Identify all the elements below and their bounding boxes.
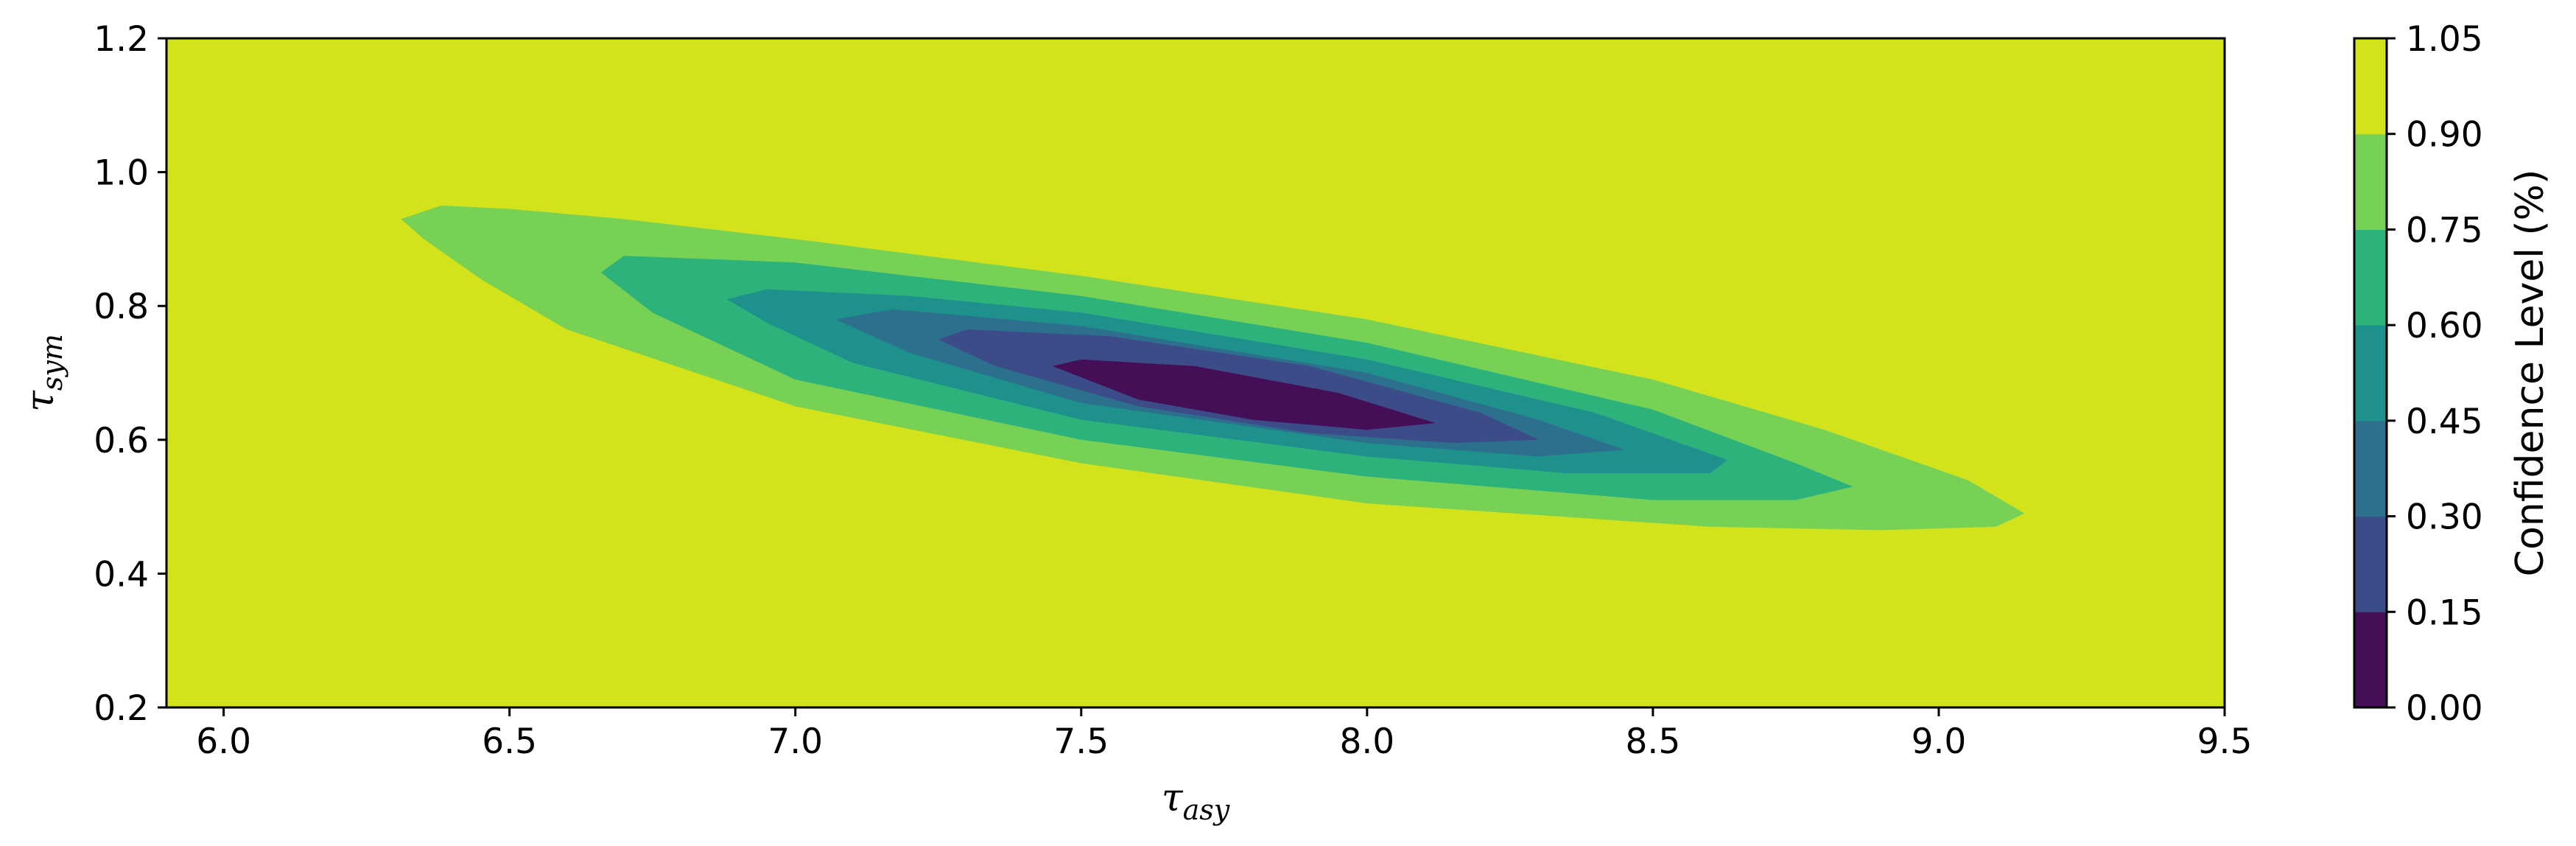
colorbar-segment-2 (2354, 420, 2387, 517)
axes: 6.0 6.5 7.0 7.5 8.0 8.5 9.0 9.5 0.2 0.4 0.6 0.8 1.0 1… (18, 19, 2252, 826)
colorbar-segment-1 (2354, 516, 2387, 612)
x-tick-label: 8.5 (1626, 721, 1681, 762)
plot-area (166, 38, 2225, 707)
colorbar-segment-3 (2354, 325, 2387, 422)
colorbar-tick-label: 0.45 (2406, 402, 2483, 442)
y-tick-label: 0.8 (94, 287, 149, 327)
colorbar-segment-0 (2354, 612, 2387, 708)
y-tick-label: 1.2 (94, 19, 149, 60)
colorbar-tick-label: 0.30 (2406, 497, 2483, 538)
y-tick-label: 0.2 (94, 688, 149, 729)
y-tick-label: 0.4 (94, 554, 149, 595)
colorbar: 0.00 0.15 0.30 0.45 0.60 0.75 0.90 1.05 Confiden… (2353, 19, 2552, 729)
y-tick-label: 0.6 (94, 421, 149, 461)
colorbar-tick-label: 0.15 (2406, 592, 2483, 633)
x-tick-label: 8.0 (1339, 721, 1394, 762)
contour-band-5 (1053, 359, 1436, 430)
x-tick-label: 6.5 (482, 721, 537, 762)
colorbar-frame (2353, 37, 2388, 709)
colorbar-tick-label: 0.00 (2406, 688, 2483, 729)
colorbar-tick-label: 0.90 (2406, 115, 2483, 155)
x-tick-label: 6.0 (196, 721, 251, 762)
plot-frame (165, 37, 2226, 709)
colorbar-label: Confidence Level (%) (2508, 169, 2552, 577)
x-tick-label: 9.5 (2197, 721, 2253, 762)
colorbar-tick-label: 0.75 (2406, 210, 2483, 251)
colorbar-segment-6 (2354, 38, 2387, 135)
x-tick-label: 7.5 (1053, 721, 1109, 762)
y-tick-label: 1.0 (94, 153, 149, 194)
colorbar-segment-5 (2354, 133, 2387, 230)
colorbar-segment-4 (2354, 229, 2387, 326)
x-tick-label: 7.0 (768, 721, 823, 762)
colorbar-tick-label: 1.05 (2406, 19, 2483, 60)
x-axis-label: τasy (1162, 776, 1230, 826)
colorbar-tick-label: 0.60 (2406, 306, 2483, 346)
y-axis-label: τsym (18, 334, 69, 412)
x-tick-label: 9.0 (1912, 721, 1967, 762)
